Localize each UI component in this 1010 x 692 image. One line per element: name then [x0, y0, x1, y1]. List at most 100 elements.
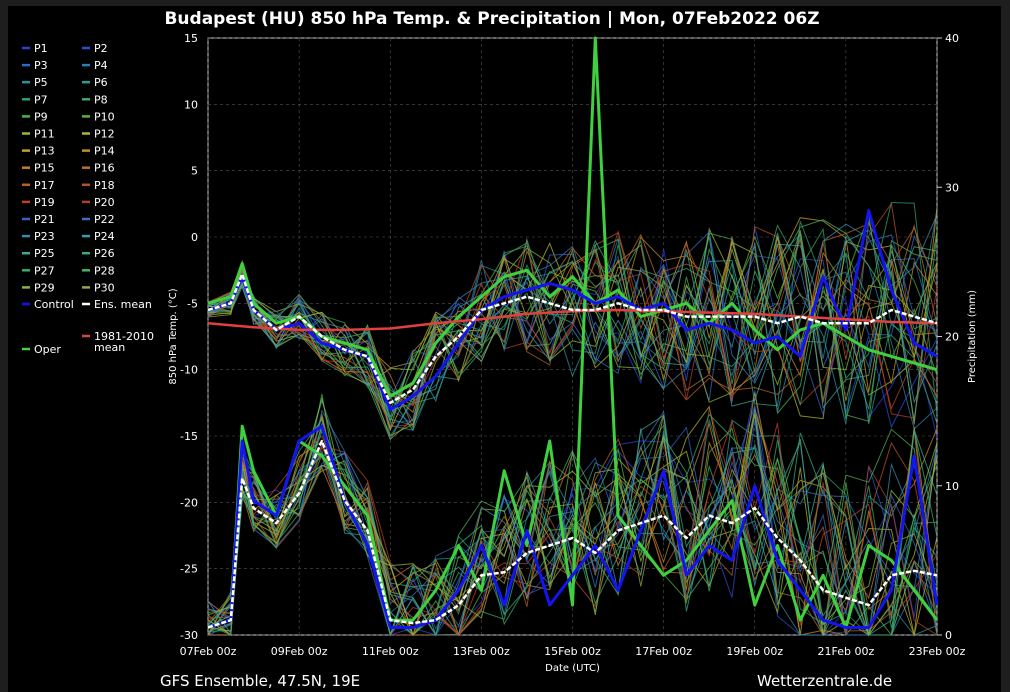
temp-tick-label: -15 — [180, 430, 198, 443]
legend-label: P26 — [94, 247, 115, 260]
legend-item: P21 — [22, 213, 55, 226]
legend-item: P17 — [22, 179, 55, 192]
legend-label: P15 — [34, 162, 55, 175]
legend-item: P18 — [82, 179, 115, 192]
legend-item: P25 — [22, 247, 55, 260]
legend-label: P17 — [34, 179, 55, 192]
axes: 15 10 5 0 -5 -10 -15 -20 -25 -30 40 30 20 10 0 07Feb 00… — [168, 32, 978, 674]
legend-label: P20 — [94, 196, 115, 209]
legend-label: Ens. mean — [94, 298, 152, 311]
main-series — [207, 36, 939, 629]
precip-oper-line — [207, 36, 939, 629]
legend-item: Ens. mean — [82, 298, 152, 311]
precip-tick-label: 20 — [945, 331, 959, 344]
legend-label: P22 — [94, 213, 115, 226]
legend-label: P12 — [94, 128, 115, 141]
legend-label: 1981-2010 — [94, 330, 154, 343]
footer-brand: Wetterzentrale.de — [757, 672, 892, 690]
legend-label: Control — [34, 298, 74, 311]
legend-label: P23 — [34, 230, 55, 243]
temp-tick-label: 5 — [191, 165, 198, 178]
legend-label: P2 — [94, 42, 108, 55]
legend-item: P23 — [22, 230, 55, 243]
legend-item: P27 — [22, 264, 55, 277]
temp-tick-label: 10 — [184, 98, 198, 111]
temp-ens-mean-line — [207, 272, 938, 405]
legend-label: P3 — [34, 59, 48, 72]
legend-item: P1 — [22, 42, 48, 55]
legend-label: P21 — [34, 213, 55, 226]
temp-tick-label: -5 — [187, 297, 198, 310]
legend-label: P29 — [34, 281, 55, 294]
date-tick-label: 09Feb 00z — [271, 645, 328, 658]
precip-tick-label: 0 — [945, 629, 952, 642]
legend-label: mean — [94, 341, 125, 354]
date-tick-label: 15Feb 00z — [544, 645, 601, 658]
legend-label: P10 — [94, 110, 115, 123]
legend-item: P22 — [82, 213, 115, 226]
legend-label: P28 — [94, 264, 115, 277]
legend-label: P19 — [34, 196, 55, 209]
legend-label: P6 — [94, 76, 108, 89]
member-temp-line — [207, 236, 938, 424]
legend-item: Control — [22, 298, 74, 311]
legend-item: P10 — [82, 110, 115, 123]
legend-item: P24 — [82, 230, 115, 243]
legend-item: P29 — [22, 281, 55, 294]
temp-tick-label: 0 — [191, 231, 198, 244]
legend-item: P20 — [82, 196, 115, 209]
date-tick-label: 21Feb 00z — [818, 645, 875, 658]
date-tick-label: 07Feb 00z — [180, 645, 237, 658]
member-temp-line — [207, 242, 938, 410]
member-precip-line — [207, 405, 938, 637]
legend-label: P11 — [34, 128, 55, 141]
member-precip-line — [207, 397, 938, 626]
legend-item: P9 — [22, 110, 48, 123]
chart-title: Budapest (HU) 850 hPa Temp. & Precipitat… — [164, 9, 819, 29]
legend-item: P8 — [82, 93, 108, 106]
legend-label: P4 — [94, 59, 108, 72]
legend-item: P14 — [82, 145, 115, 158]
precip-tick-label: 40 — [945, 32, 959, 45]
legend-label: Oper — [34, 343, 61, 356]
legend: P1 P2 P3 P4 P5 P6 P7 P8 P9 P10 P11 P12 P13 P14 P15 P16 P… — [22, 42, 154, 356]
legend-item: P7 — [22, 93, 48, 106]
legend-label: P13 — [34, 145, 55, 158]
x-axis-label: Date (UTC) — [545, 663, 600, 674]
legend-item: P30 — [82, 281, 115, 294]
legend-label: P24 — [94, 230, 115, 243]
legend-label: P7 — [34, 93, 48, 106]
legend-label: P16 — [94, 162, 115, 175]
member-temp-line — [207, 229, 938, 411]
legend-item: P28 — [82, 264, 115, 277]
temp-tick-label: -25 — [180, 563, 198, 576]
legend-label: P25 — [34, 247, 55, 260]
legend-item: P16 — [82, 162, 115, 175]
member-temp-line — [207, 231, 938, 431]
temp-tick-label: -10 — [180, 364, 198, 377]
temp-tick-label: 15 — [184, 32, 198, 45]
date-tick-label: 13Feb 00z — [453, 645, 510, 658]
temp-tick-label: -30 — [180, 629, 198, 642]
y2-axis-label: Precipitation (mm) — [967, 290, 978, 383]
legend-item: P3 — [22, 59, 48, 72]
date-tick-label: 11Feb 00z — [362, 645, 419, 658]
legend-item: P19 — [22, 196, 55, 209]
y-axis-label: 850 hPa Temp. (°C) — [168, 288, 179, 384]
date-tick-label: 19Feb 00z — [726, 645, 783, 658]
legend-label: P8 — [94, 93, 108, 106]
legend-label: P1 — [34, 42, 48, 55]
legend-item: P2 — [82, 42, 108, 55]
legend-label: P14 — [94, 145, 115, 158]
legend-item: P13 — [22, 145, 55, 158]
legend-item: P6 — [82, 76, 108, 89]
legend-item: P15 — [22, 162, 55, 175]
date-tick-label: 23Feb 00z — [909, 645, 966, 658]
legend-item: P26 — [82, 247, 115, 260]
legend-item: P11 — [22, 128, 55, 141]
legend-label: P30 — [94, 281, 115, 294]
legend-label: P9 — [34, 110, 48, 123]
legend-label: P18 — [94, 179, 115, 192]
precip-tick-label: 30 — [945, 181, 959, 194]
